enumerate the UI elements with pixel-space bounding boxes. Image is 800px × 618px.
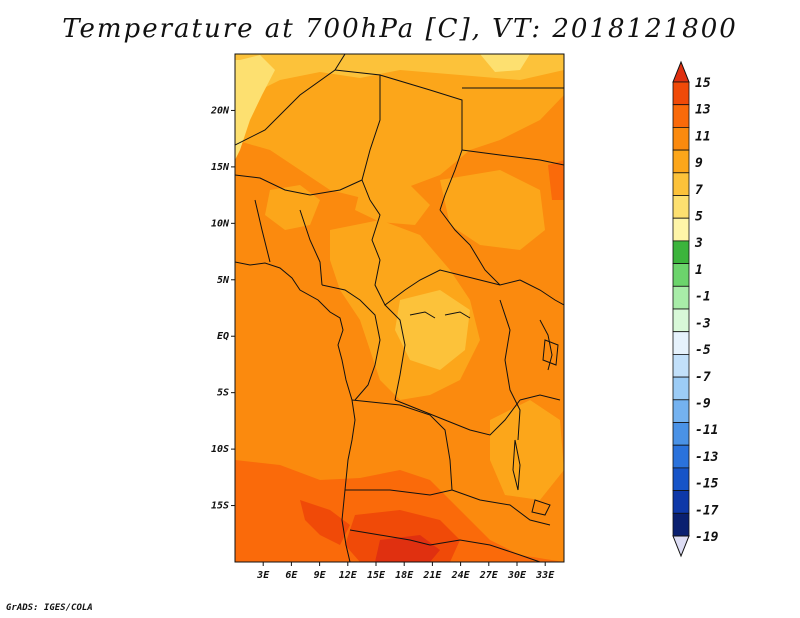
y-tick-label: 10N bbox=[211, 218, 230, 229]
colorbar-box bbox=[672, 422, 690, 446]
colorbar-label: -5 bbox=[695, 343, 711, 358]
colorbar-box bbox=[672, 127, 690, 151]
x-tick-label: 9E bbox=[314, 570, 327, 581]
colorbar-label: -7 bbox=[695, 370, 711, 385]
colorbar-label: 9 bbox=[695, 156, 703, 171]
x-tick-label: 30E bbox=[507, 570, 527, 581]
y-tick-label: EQ bbox=[217, 331, 229, 342]
y-tick-label: 15S bbox=[211, 501, 229, 512]
colorbar-label: -3 bbox=[695, 316, 711, 331]
colorbar-box bbox=[672, 331, 690, 355]
colorbar-box bbox=[672, 467, 690, 491]
y-axis: 20N 15N 10N 5N EQ 5S 10S 15S bbox=[210, 105, 235, 512]
x-tick-label: 15E bbox=[367, 570, 386, 581]
x-tick-label: 12E bbox=[339, 570, 358, 581]
colorbar-box bbox=[672, 308, 690, 333]
colorbar-label: -1 bbox=[695, 290, 711, 305]
x-tick-label: 18E bbox=[395, 570, 414, 581]
x-tick-label: 24E bbox=[451, 570, 471, 581]
colorbar-label: 3 bbox=[694, 236, 703, 251]
colorbar-label: -11 bbox=[695, 423, 718, 438]
colorbar-bottom-arrow bbox=[672, 535, 690, 558]
x-tick-label: 33E bbox=[535, 570, 555, 581]
y-tick-label: 15N bbox=[211, 162, 230, 173]
colorbar-box bbox=[672, 444, 690, 469]
colorbar-label: -15 bbox=[695, 477, 719, 492]
colorbar-label: 13 bbox=[695, 103, 711, 118]
colorbar-box bbox=[672, 263, 690, 287]
colorbar-box bbox=[672, 285, 690, 310]
colorbar-box bbox=[672, 149, 690, 174]
colorbar-box bbox=[672, 172, 690, 196]
y-tick-label: 10S bbox=[211, 444, 229, 455]
colorbar-box bbox=[672, 490, 690, 514]
map-frame bbox=[234, 53, 565, 563]
colorbar-label: -19 bbox=[695, 530, 719, 545]
colorbar-top-arrow bbox=[672, 60, 690, 83]
country-borders bbox=[235, 54, 564, 562]
map-title: Temperature at 700hPa [C], VT: 201812180… bbox=[62, 14, 738, 44]
colorbar-label: 15 bbox=[695, 76, 711, 91]
credit-text: GrADS: IGES/COLA bbox=[6, 603, 93, 613]
x-tick-label: 3E bbox=[256, 570, 270, 581]
colorbar-box bbox=[672, 81, 690, 106]
y-tick-label: 5N bbox=[217, 275, 230, 286]
x-axis: 3E 6E 9E 12E 15E 18E 21E 24E 27E 30E 33E bbox=[256, 562, 555, 581]
colorbar-label: -17 bbox=[695, 503, 719, 518]
x-tick-label: 21E bbox=[422, 570, 442, 581]
colorbar: 15 13 11 9 7 5 3 1 -1 -3 -5 -7 -9 -11 -13 -15 -17 -19 bbox=[672, 60, 719, 558]
colorbar-label: -9 bbox=[695, 396, 711, 411]
x-tick-label: 27E bbox=[479, 570, 499, 581]
colorbar-box bbox=[672, 217, 690, 242]
colorbar-box bbox=[672, 512, 690, 537]
colorbar-box bbox=[672, 353, 690, 378]
colorbar-label: 7 bbox=[695, 183, 703, 198]
colorbar-box bbox=[672, 195, 690, 219]
colorbar-box bbox=[672, 399, 690, 423]
colorbar-label: -13 bbox=[695, 450, 719, 465]
colorbar-box bbox=[672, 240, 690, 264]
colorbar-label: 5 bbox=[695, 210, 703, 225]
y-tick-label: 5S bbox=[217, 388, 229, 399]
colorbar-box bbox=[672, 376, 690, 401]
colorbar-label: 11 bbox=[695, 129, 711, 144]
y-tick-label: 20N bbox=[210, 105, 230, 116]
temperature-field bbox=[235, 54, 564, 562]
colorbar-box bbox=[672, 104, 690, 128]
x-tick-label: 6E bbox=[285, 570, 298, 581]
colorbar-label: 1 bbox=[695, 263, 703, 278]
